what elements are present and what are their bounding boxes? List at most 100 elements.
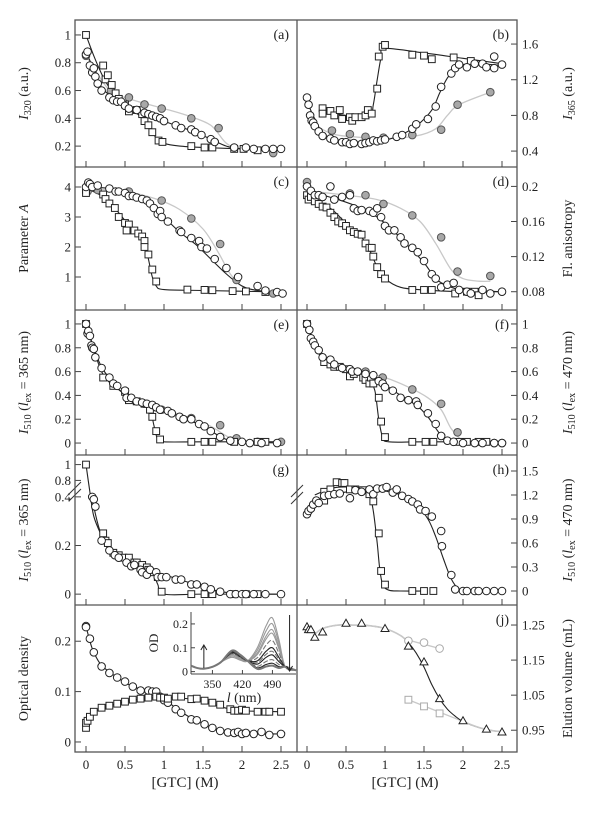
data-point-circle: [454, 285, 464, 295]
data-point-square: [449, 53, 458, 62]
y-axis-label: I510 (lex = 365 nm): [17, 478, 34, 582]
data-point-circle: [159, 116, 169, 126]
data-point-circle: [361, 369, 370, 379]
data-point-circle: [482, 62, 491, 72]
data-point-square: [408, 437, 417, 446]
y-label-ex: l: [17, 550, 32, 554]
y-label-italic: A: [17, 204, 32, 214]
data-point-circle: [489, 586, 499, 596]
series-gray_circles_upper: [404, 636, 444, 653]
data-point-circle: [200, 720, 209, 729]
data-point-circle: [470, 59, 480, 68]
data-point-circle: [124, 104, 134, 113]
data-point-circle: [187, 214, 196, 223]
data-point-square: [381, 433, 389, 441]
data-point-square: [187, 142, 196, 151]
y-label-ex-sub: ex: [23, 540, 34, 549]
data-point-circle: [215, 420, 225, 430]
fit-curve-circles: [85, 186, 282, 293]
data-point-circle: [81, 319, 91, 329]
data-point-square: [164, 694, 172, 703]
data-point-circle: [435, 644, 444, 653]
data-point-square: [157, 587, 166, 596]
x-tick-label: 0: [304, 757, 311, 772]
fit-curve-squares: [85, 187, 282, 293]
y-tick-label: 0.4: [55, 111, 72, 126]
panel-label: (e): [273, 318, 289, 333]
data-point-circle: [89, 63, 99, 73]
data-point-circle: [105, 373, 114, 382]
data-point-circle: [408, 385, 417, 394]
data-point-circle: [379, 199, 388, 209]
data-point-circle: [497, 586, 507, 596]
panel-g: 0 0.2 0.40.81 (g) I510 (lex = 365 nm): [17, 457, 289, 602]
y-tick-label: 0.4: [522, 144, 539, 159]
data-point-circle: [478, 285, 487, 295]
data-point-circle: [91, 502, 100, 511]
fit-curve-squares: [314, 486, 425, 592]
data-point-circle: [470, 438, 480, 448]
panel-label: (c): [273, 175, 289, 190]
y-tick-label: 1: [65, 457, 72, 472]
x-tick-label: 0: [83, 757, 90, 772]
data-point-circle: [419, 256, 429, 266]
data-point-circle: [335, 489, 345, 498]
data-point-square: [427, 55, 436, 64]
arrow-down-head: [286, 665, 293, 672]
data-point-circle: [210, 254, 219, 264]
data-point-circle: [462, 586, 472, 596]
arrow-up-head: [200, 644, 208, 651]
fit-curve-squares: [306, 323, 502, 443]
data-point-square: [136, 694, 145, 703]
data-point-circle: [162, 572, 171, 582]
series-gray_circles: [327, 87, 495, 143]
data-point-circle: [226, 436, 235, 445]
data-point-circle: [396, 233, 405, 242]
data-point-circle: [249, 144, 258, 154]
data-point-circle: [304, 100, 313, 110]
y-tick-label: 0.4: [55, 489, 72, 504]
data-point-circle: [453, 428, 462, 437]
panel-d: 0.08 0.12 0.16 0.2 (d) Fl. anisotropy: [302, 175, 576, 299]
series-gray_circles: [81, 51, 278, 158]
y-tick-label: 3: [65, 210, 72, 225]
x-tick-label: 1.5: [416, 757, 432, 772]
panel-label: (b): [493, 28, 510, 43]
data-point-circle: [179, 414, 188, 424]
data-point-circle: [408, 211, 417, 220]
panel-f: 0 0.2 0.4 0.6 0.8 1 (f) I510 (lex = 470 nm): [302, 316, 578, 451]
data-point-square: [373, 263, 382, 272]
y-axis-label: I365 (a.u.): [561, 67, 578, 121]
y-label-sub: 365: [567, 100, 578, 115]
data-point-square: [318, 109, 327, 118]
y-tick-label: 0.6: [522, 536, 539, 551]
data-point-circle: [83, 47, 92, 56]
data-point-square: [144, 250, 153, 259]
data-point-circle: [89, 494, 99, 504]
y-label-rest: (: [561, 553, 576, 562]
y-tick-label: 0.16: [522, 214, 545, 229]
data-point-square: [121, 697, 129, 706]
x-axis-label-right: [GTC] (M): [371, 775, 438, 791]
y-label-ex: l: [561, 402, 576, 406]
inset-x-tick-label: 350: [203, 677, 221, 691]
data-point-circle: [192, 580, 202, 589]
data-point-circle: [136, 686, 145, 695]
y-axis-label: I320 (a.u.): [17, 67, 34, 121]
inset-x-axis-label: l (nm): [227, 691, 262, 706]
data-point-square: [152, 277, 161, 286]
data-point-circle: [197, 130, 206, 140]
data-point-square: [420, 51, 428, 60]
data-point-circle: [337, 192, 347, 202]
y-label-ex: l: [17, 402, 32, 406]
y-axis-label: Fl. anisotropy: [561, 200, 576, 278]
data-point-circle: [187, 114, 196, 123]
data-point-square: [148, 412, 157, 421]
inset-spectrum-line: [190, 649, 297, 672]
data-point-circle: [489, 438, 499, 448]
data-point-circle: [436, 399, 446, 409]
data-point-circle: [202, 244, 212, 253]
panel-j: 0.95 1.05 1.15 1.25 (j) Elution volume (mL): [302, 613, 576, 738]
data-point-square: [144, 121, 153, 130]
y-label-main: I: [17, 576, 32, 583]
